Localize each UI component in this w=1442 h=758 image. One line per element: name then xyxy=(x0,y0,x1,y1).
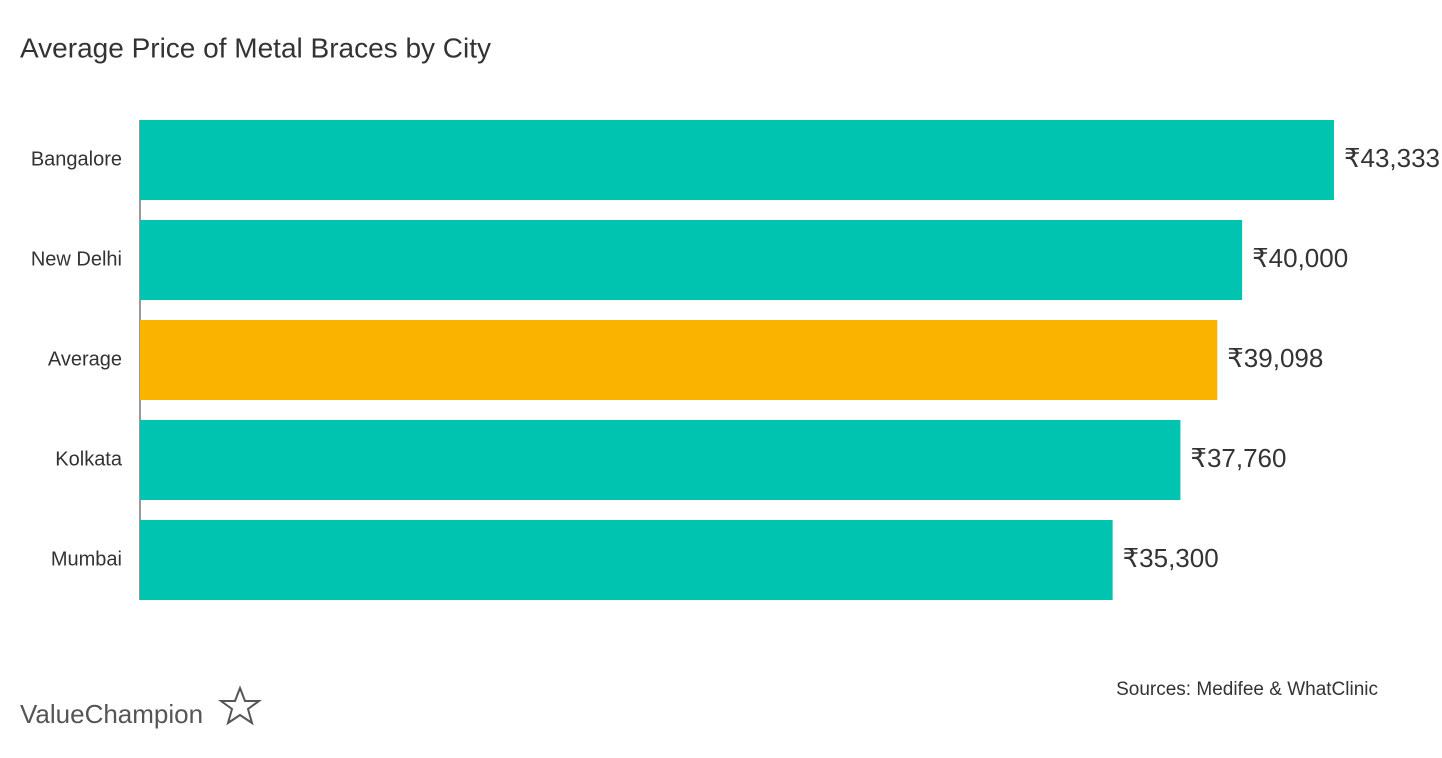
y-tick-label: Mumbai xyxy=(51,548,122,570)
value-label: ₹43,333 xyxy=(1344,143,1440,173)
y-tick-label: Bangalore xyxy=(31,148,122,170)
y-tick-label: Average xyxy=(48,348,122,370)
source: Sources: Medifee & WhatClinic xyxy=(1116,679,1378,700)
bar xyxy=(140,520,1113,600)
bar xyxy=(140,120,1334,200)
value-label: ₹39,098 xyxy=(1227,343,1323,373)
logo: ValueChampion xyxy=(20,699,203,729)
chart-title: Average Price of Metal Braces by City xyxy=(20,32,491,63)
value-label: ₹35,300 xyxy=(1123,543,1219,573)
value-label: ₹37,760 xyxy=(1190,443,1286,473)
bar xyxy=(140,320,1218,400)
bar xyxy=(140,420,1181,500)
y-tick-label: New Delhi xyxy=(31,248,122,270)
bar xyxy=(140,220,1243,300)
logo-star xyxy=(217,685,263,726)
value-label: ₹40,000 xyxy=(1252,243,1348,273)
y-tick-label: Kolkata xyxy=(55,448,123,470)
